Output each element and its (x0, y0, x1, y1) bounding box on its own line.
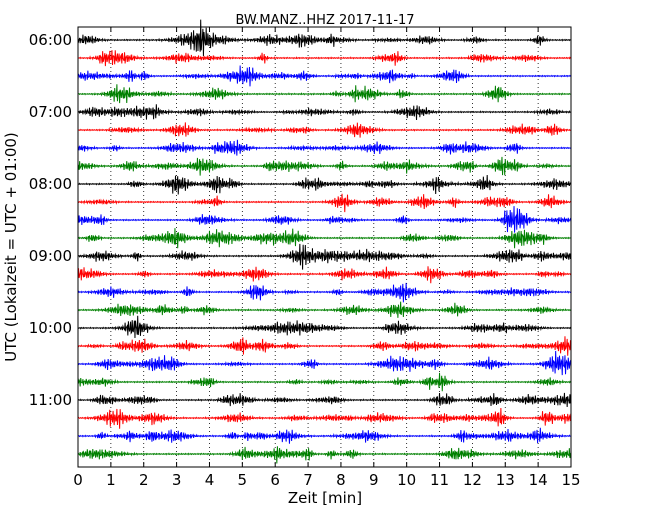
trace-1000 (77, 315, 572, 339)
trace-0615 (77, 50, 572, 67)
x-tick-label-10: 10 (397, 471, 416, 489)
x-tick-label-1: 1 (106, 471, 116, 489)
trace-0830 (77, 206, 572, 233)
x-tick-label-4: 4 (205, 471, 215, 489)
x-tick-label-3: 3 (172, 471, 182, 489)
trace-0815 (77, 193, 572, 213)
trace-1145 (77, 446, 572, 464)
plot-frame (77, 26, 572, 468)
x-tick-label-9: 9 (369, 471, 379, 489)
trace-0630 (77, 65, 572, 87)
x-tick-label-13: 13 (496, 471, 515, 489)
y-tick-label-06:00: 06:00 (29, 31, 72, 49)
x-axis-label: Zeit [min] (288, 489, 362, 507)
trace-0800 (77, 175, 572, 195)
trace-0700 (77, 104, 572, 121)
seismogram-traces (77, 19, 572, 464)
y-axis-label: UTC (Lokalzeit = UTC + 01:00) (2, 132, 20, 362)
trace-0930 (77, 282, 572, 303)
trace-1030 (77, 350, 572, 376)
trace-1100 (77, 392, 572, 408)
trace-0715 (77, 122, 572, 138)
y-tick-label-08:00: 08:00 (29, 175, 72, 193)
trace-1115 (77, 407, 572, 429)
y-tick-label-10:00: 10:00 (29, 319, 72, 337)
x-tick-label-8: 8 (336, 471, 346, 489)
x-tick-label-14: 14 (529, 471, 548, 489)
grid-lines (110, 27, 539, 467)
trace-1015 (77, 336, 572, 356)
chart-title: BW.MANZ..HHZ 2017-11-17 (235, 13, 414, 28)
trace-1045 (77, 372, 572, 392)
x-tick-label-12: 12 (463, 471, 482, 489)
x-tick-label-11: 11 (430, 471, 449, 489)
y-tick-label-09:00: 09:00 (29, 247, 72, 265)
y-tick-label-07:00: 07:00 (29, 103, 72, 121)
trace-0645 (77, 84, 572, 104)
axis-ticks: 0 1 2 3 4 5 6 7 8 9 10 11 12 13 14 1506:0007:0008:0009:… (29, 27, 581, 489)
x-tick-label-0: 0 (73, 471, 83, 489)
trace-0915 (77, 266, 572, 284)
x-tick-label-15: 15 (561, 471, 580, 489)
trace-0600 (77, 19, 572, 56)
trace-0945 (77, 301, 572, 318)
y-tick-label-11:00: 11:00 (29, 391, 72, 409)
x-tick-label-6: 6 (270, 471, 280, 489)
trace-0845 (77, 228, 572, 249)
trace-0745 (77, 156, 572, 176)
x-tick-label-2: 2 (139, 471, 149, 489)
trace-0730 (77, 139, 572, 156)
x-tick-label-7: 7 (303, 471, 313, 489)
trace-0900 (77, 243, 572, 270)
trace-1130 (77, 427, 572, 444)
x-tick-label-5: 5 (238, 471, 248, 489)
